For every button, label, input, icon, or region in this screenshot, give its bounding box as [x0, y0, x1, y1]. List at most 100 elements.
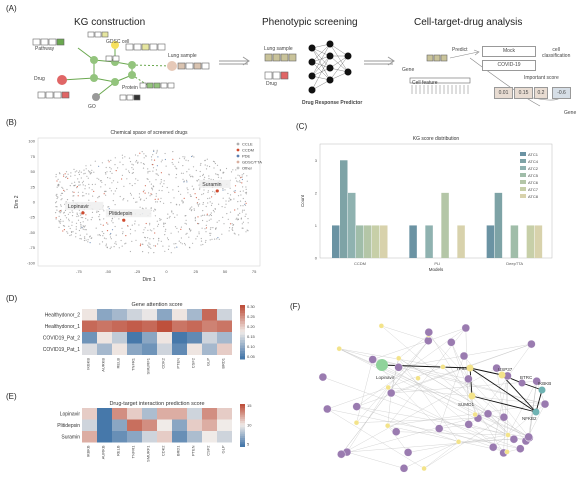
edge: [346, 451, 405, 469]
bar: [457, 225, 465, 258]
scatter-point: [76, 215, 78, 218]
scatter-point: [153, 150, 155, 152]
predict-label: Predict: [452, 47, 468, 53]
scatter-point: [121, 245, 123, 247]
scatter-point: [200, 162, 202, 165]
scatter-point: [79, 212, 81, 214]
scatter-point: [134, 230, 136, 232]
scatter-point: [99, 243, 101, 245]
scatter-point: [55, 217, 57, 219]
scatter-point: [222, 189, 224, 191]
edge: [442, 366, 504, 418]
scatter-point: [173, 197, 175, 199]
scatter-point: [137, 161, 139, 163]
scatter-point: [152, 170, 154, 172]
edge: [442, 366, 515, 440]
scatter-point: [85, 239, 87, 241]
scatter-point: [81, 195, 84, 197]
scatter-point: [157, 223, 160, 225]
scatter-point: [235, 177, 237, 179]
scatter-point: [223, 171, 225, 173]
y-tick-label: -100: [27, 260, 36, 265]
scatter-point: [183, 197, 185, 199]
annotation-bg: [199, 179, 231, 188]
scatter-point: [182, 178, 184, 180]
scatter-point: [154, 198, 156, 200]
scatter-point: [78, 229, 80, 232]
scatter-point: [200, 215, 202, 217]
scatter-point: [209, 201, 211, 203]
drug-label: Drug: [34, 76, 45, 82]
scatter-point: [145, 155, 147, 157]
scatter-point: [207, 191, 209, 193]
scatter-point: [158, 240, 160, 242]
scatter-point: [242, 197, 244, 200]
scatter-point: [187, 189, 189, 191]
scatter-point: [204, 176, 206, 178]
col-label: BRD1: [176, 445, 181, 456]
scatter-point: [138, 193, 141, 195]
scatter-point: [70, 175, 72, 177]
col-label: SMURF1: [146, 357, 151, 374]
scatter-point: [237, 208, 239, 210]
scatter-point: [75, 226, 77, 228]
scatter-point: [193, 156, 195, 158]
scatter-point: [72, 211, 74, 213]
scatter-point: [231, 227, 234, 229]
scatter-point: [239, 180, 241, 182]
scatter-point: [98, 165, 100, 167]
legend-label: ATC2: [528, 166, 539, 171]
scatter-point: [216, 164, 219, 166]
gene-left-label: Gene: [402, 67, 415, 73]
scatter-point: [223, 223, 225, 225]
scatter-point: [109, 166, 111, 169]
scatter-point: [245, 188, 247, 190]
scatter-point: [217, 174, 219, 176]
scatter-point: [105, 173, 107, 175]
col-label: IKBKB: [86, 358, 91, 370]
scatter-point: [80, 171, 82, 173]
scatter-point: [168, 217, 170, 219]
scatter-point: [127, 225, 129, 227]
scatter-point: [198, 179, 200, 181]
scatter-point: [151, 187, 153, 189]
scatter-point: [93, 171, 95, 173]
scatter-point: [237, 214, 239, 216]
heatmap-cell: [172, 332, 187, 344]
scatter-point: [202, 173, 204, 175]
scatter-point: [198, 231, 200, 233]
bar: [364, 225, 372, 258]
scatter-point: [56, 206, 58, 208]
scatter-point: [184, 242, 186, 245]
scatter-point: [114, 190, 116, 192]
scatter-point: [76, 186, 78, 188]
scatter-point: [185, 233, 187, 235]
scatter-point: [161, 185, 164, 187]
heatmap-cell: [82, 343, 97, 355]
scatter-point: [183, 158, 185, 160]
scatter-point: [94, 160, 96, 162]
scatter-point: [80, 238, 82, 240]
scatter-point: [157, 156, 159, 158]
network-node: [509, 434, 519, 444]
scatter-point: [168, 245, 170, 247]
edge: [388, 387, 546, 405]
scatter-point: [244, 215, 246, 217]
scatter-point: [79, 184, 81, 186]
scatter-point: [148, 246, 150, 248]
scatter-point: [237, 195, 240, 197]
colorbar-tick: 0.10: [247, 344, 256, 349]
scatter-point: [210, 227, 212, 229]
scatter-point: [104, 184, 106, 186]
key-node: [466, 364, 474, 372]
colorbar-segment: [240, 429, 245, 433]
scatter-point: [125, 168, 127, 170]
scatter-point: [219, 169, 221, 172]
scatter-point: [172, 189, 174, 191]
annotation-label: Suramin: [202, 182, 221, 188]
scatter-point: [192, 242, 194, 244]
heatmap-cell: [202, 408, 217, 420]
edge: [528, 381, 537, 437]
scatter-point: [185, 215, 187, 217]
panel-label-b: (B): [6, 118, 17, 127]
